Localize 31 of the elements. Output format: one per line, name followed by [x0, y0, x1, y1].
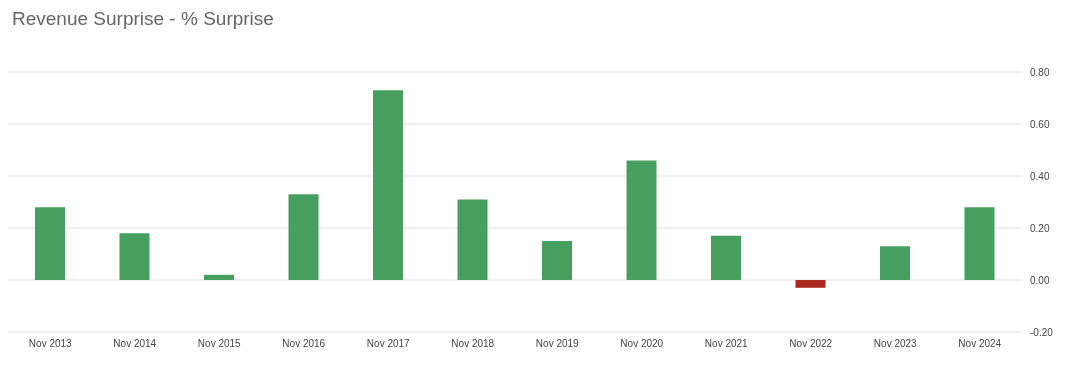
- bar: [964, 207, 995, 280]
- x-tick-label: Nov 2024: [958, 338, 1002, 350]
- bar: [626, 160, 657, 280]
- x-tick-label: Nov 2021: [704, 338, 749, 350]
- x-tick-label: Nov 2020: [620, 338, 664, 350]
- chart-title: Revenue Surprise - % Surprise: [11, 8, 275, 31]
- y-tick-label: 0.20: [1030, 222, 1050, 234]
- bar: [204, 274, 234, 280]
- x-tick-label: Nov 2016: [282, 338, 326, 350]
- x-tick-label: Nov 2023: [873, 338, 918, 350]
- bar: [119, 233, 150, 280]
- x-tick-label: Nov 2022: [789, 338, 833, 350]
- bar: [795, 280, 826, 288]
- y-tick-label: 0.80: [1030, 66, 1050, 78]
- bar: [711, 235, 741, 280]
- x-tick-label: Nov 2018: [451, 338, 495, 350]
- bar: [35, 207, 65, 280]
- y-tick-label: -0.20: [1030, 326, 1054, 338]
- x-tick-label: Nov 2019: [535, 338, 580, 350]
- y-tick-label: 0.40: [1030, 170, 1050, 182]
- y-tick-label: 0.00: [1030, 274, 1050, 286]
- y-tick-label: 0.60: [1030, 118, 1050, 130]
- bar: [288, 194, 319, 280]
- bar: [457, 199, 488, 280]
- bar: [880, 246, 910, 280]
- x-tick-label: Nov 2013: [28, 338, 73, 350]
- bar: [373, 90, 403, 280]
- x-tick-label: Nov 2014: [113, 338, 157, 350]
- bar: [542, 241, 572, 280]
- x-tick-label: Nov 2017: [366, 338, 411, 350]
- x-tick-label: Nov 2015: [197, 338, 242, 350]
